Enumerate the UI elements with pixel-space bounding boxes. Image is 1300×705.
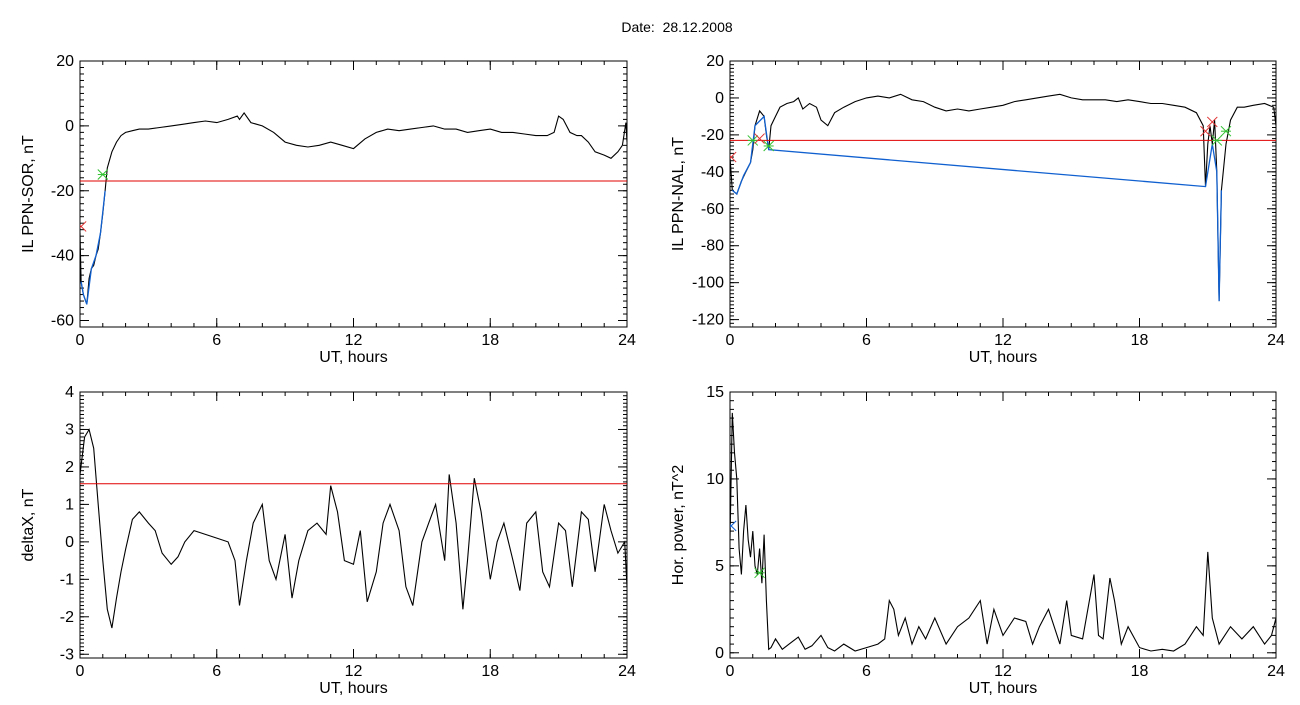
x-tick-label: 24	[1267, 663, 1285, 680]
series-line	[80, 428, 627, 629]
event-marker	[754, 567, 765, 579]
y-tick-label: -40	[701, 164, 724, 181]
x-tick-label: 6	[212, 663, 221, 680]
y-tick-label: 20	[706, 53, 724, 70]
y-tick-label: 10	[706, 471, 724, 488]
y-tick-label: -3	[60, 646, 74, 663]
event-marker	[730, 151, 737, 163]
y-tick-label: 4	[65, 384, 74, 401]
x-axis-label: UT, hours	[969, 349, 1037, 366]
x-tick-label: 0	[76, 663, 85, 680]
y-tick-label: 3	[65, 421, 74, 438]
event-marker	[1211, 135, 1223, 146]
y-tick-label: -2	[60, 609, 74, 626]
series-line	[730, 412, 1276, 652]
y-tick-label: -40	[51, 248, 74, 265]
series-line	[80, 111, 627, 305]
y-tick-label: 0	[65, 534, 74, 551]
y-tick-label: 5	[715, 558, 724, 575]
y-axis-label: IL PPN-SOR, nT	[20, 135, 37, 253]
figure-title: Date: 28.12.2008	[621, 19, 733, 35]
y-axis-label: deltaX, nT	[20, 488, 37, 561]
y-tick-label: 2	[65, 459, 74, 476]
plot-frame	[729, 391, 1277, 659]
x-tick-label: 18	[1131, 663, 1149, 680]
panel-il-nal: 0 6 12 18 24 -120 -100 -80 -60 -40 -20 0 20 UT, hours…	[670, 53, 1285, 366]
x-axis-label: UT, hours	[969, 680, 1037, 697]
y-axis-label: Hor. power, nT^2	[670, 465, 687, 586]
y-tick-label: 20	[56, 53, 74, 70]
y-tick-label: -20	[701, 127, 724, 144]
x-tick-label: 18	[481, 332, 499, 349]
x-tick-label: 18	[1131, 332, 1149, 349]
y-tick-label: 1	[65, 496, 74, 513]
plot-area	[730, 93, 1276, 302]
panel-il-sor: 0 6 12 18 24 -60 -40 -20 0 20 UT, hours IL PPN-SOR,…	[20, 53, 636, 366]
x-tick-label: 24	[618, 332, 636, 349]
plot-frame	[729, 60, 1277, 328]
x-tick-label: 24	[618, 663, 636, 680]
x-tick-label: 0	[76, 332, 85, 349]
y-tick-label: -20	[51, 183, 74, 200]
y-tick-label: -60	[701, 201, 724, 218]
x-tick-label: 0	[726, 663, 735, 680]
event-marker	[747, 135, 759, 146]
event-marker	[763, 140, 775, 152]
x-tick-label: 6	[862, 332, 871, 349]
event-marker	[1200, 125, 1211, 137]
y-tick-label: 0	[65, 118, 74, 135]
x-tick-label: 12	[345, 332, 363, 349]
y-tick-label: 0	[715, 645, 724, 662]
x-tick-label: 12	[994, 663, 1012, 680]
x-tick-label: 18	[481, 663, 499, 680]
plot-frame	[79, 391, 628, 659]
event-marker	[80, 221, 87, 232]
x-tick-label: 12	[345, 663, 363, 680]
x-tick-label: 24	[1267, 332, 1285, 349]
plot-area	[80, 428, 627, 629]
highlight-line	[731, 114, 1223, 302]
event-marker	[754, 133, 765, 144]
x-tick-label: 6	[212, 332, 221, 349]
y-tick-label: -120	[692, 312, 724, 329]
x-axis-label: UT, hours	[319, 680, 387, 697]
series-line	[730, 93, 1276, 302]
event-marker	[97, 169, 109, 180]
y-axis-label: IL PPN-NAL, nT	[670, 137, 687, 251]
y-tick-label: -100	[692, 275, 724, 292]
y-tick-label: -1	[60, 571, 74, 588]
plot-area	[80, 111, 627, 305]
plot-frame	[79, 60, 628, 328]
x-tick-label: 6	[862, 663, 871, 680]
event-marker	[730, 520, 737, 532]
y-tick-label: -60	[51, 313, 74, 330]
y-tick-label: -80	[701, 238, 724, 255]
highlight-line	[80, 190, 106, 305]
x-tick-label: 12	[994, 332, 1012, 349]
plot-area	[730, 412, 1276, 652]
x-axis-label: UT, hours	[319, 349, 387, 366]
x-tick-label: 0	[726, 332, 735, 349]
event-marker	[1220, 125, 1232, 137]
y-tick-label: 15	[706, 384, 724, 401]
y-tick-label: 0	[715, 90, 724, 107]
event-marker	[1206, 116, 1218, 128]
panel-hor-power: 0 6 12 18 24 0 5 10 15 UT, hours Hor. power, nT^2	[670, 384, 1285, 697]
